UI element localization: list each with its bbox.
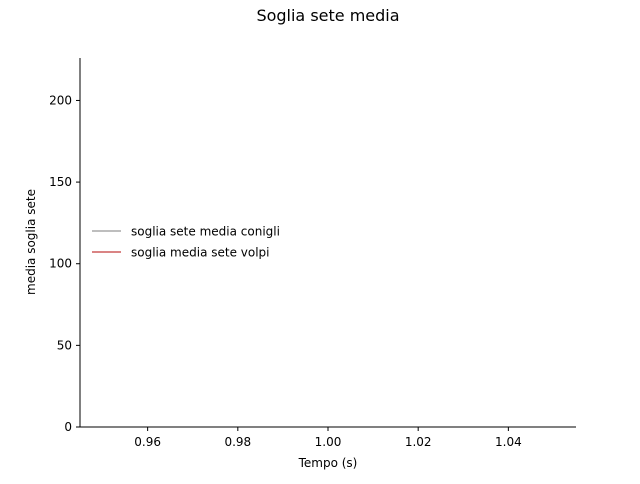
y-tick-label: 150: [49, 175, 72, 189]
x-axis-label: Tempo (s): [298, 456, 358, 470]
legend: soglia sete media conigli soglia media se…: [92, 225, 280, 260]
x-tick-label: 0.98: [224, 435, 251, 449]
y-ticks: 0 50 100 150 200: [49, 93, 80, 434]
x-tick-label: 1.02: [405, 435, 432, 449]
y-tick-label: 100: [49, 257, 72, 271]
y-axis-label: media soglia sete: [24, 189, 38, 295]
chart-title: Soglia sete media: [256, 6, 399, 25]
x-tick-label: 0.96: [134, 435, 161, 449]
y-tick-label: 0: [64, 420, 72, 434]
x-ticks: 0.96 0.98 1.00 1.02 1.04: [134, 427, 522, 449]
legend-label-1: soglia media sete volpi: [131, 246, 270, 260]
x-tick-label: 1.04: [495, 435, 522, 449]
y-tick-label: 200: [49, 93, 72, 107]
y-tick-label: 50: [57, 338, 72, 352]
legend-label-0: soglia sete media conigli: [131, 225, 280, 239]
x-tick-label: 1.00: [315, 435, 342, 449]
